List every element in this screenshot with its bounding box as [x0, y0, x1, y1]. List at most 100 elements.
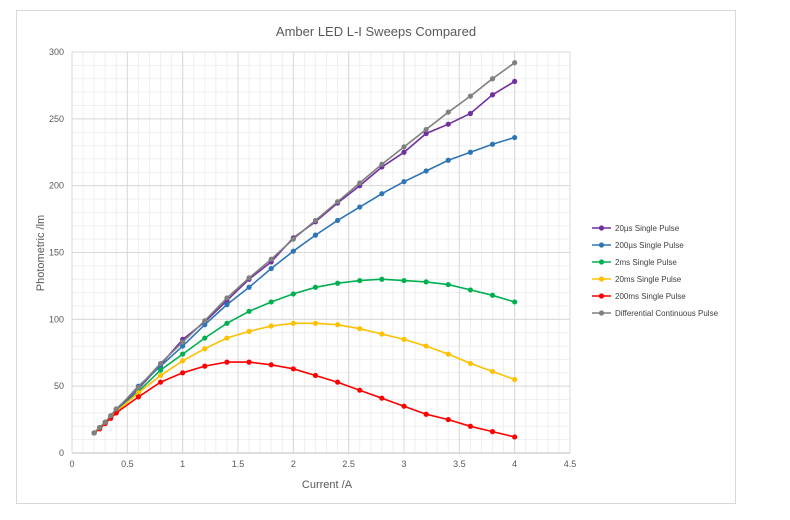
data-point [102, 419, 108, 425]
x-tick-label: 2 [291, 459, 296, 469]
data-point [224, 295, 230, 301]
data-point [335, 199, 341, 205]
data-point [357, 326, 363, 332]
data-point [268, 299, 274, 305]
x-tick-label: 0.5 [121, 459, 134, 469]
data-point [401, 179, 407, 185]
data-point [445, 109, 451, 115]
data-point [489, 141, 496, 147]
data-point [157, 360, 164, 367]
x-tick-label: 3.5 [453, 459, 466, 469]
legend-label: 200ms Single Pulse [615, 292, 686, 301]
data-point [97, 425, 103, 431]
data-point [467, 360, 473, 367]
data-point [489, 76, 496, 82]
legend-label: 200µs Single Pulse [615, 241, 684, 250]
series-6 [91, 60, 518, 436]
data-point [268, 323, 274, 329]
data-point [357, 387, 363, 393]
data-point [268, 265, 274, 272]
y-tick-label: 300 [49, 47, 64, 57]
data-point [312, 217, 319, 224]
data-point [512, 376, 518, 383]
data-point [290, 366, 296, 372]
data-point [512, 78, 518, 85]
data-point [467, 149, 473, 155]
data-point [512, 299, 518, 305]
data-point [423, 279, 429, 285]
data-point [135, 394, 141, 400]
x-tick-label: 4.5 [564, 459, 577, 469]
data-point [246, 275, 252, 281]
data-point [401, 336, 407, 342]
major-grid [71, 51, 571, 454]
data-point [312, 284, 319, 290]
data-point [423, 126, 429, 133]
data-point [290, 320, 296, 326]
data-point [312, 372, 319, 379]
data-point [423, 130, 429, 137]
y-tick-label: 100 [49, 314, 64, 324]
legend-label: 20µs Single Pulse [615, 224, 680, 233]
line-chart: 0 0.5 1 1.5 2 2.5 3 3.5 4 4.5 0 50 100 150 200 250 300 A… [35, 24, 719, 491]
data-point [180, 339, 186, 345]
legend-label: 20ms Single Pulse [615, 275, 682, 284]
data-point [423, 411, 429, 417]
data-point [246, 359, 252, 365]
legend: 20µs Single Pulse 200µs Single Pulse 2ms S… [592, 224, 719, 318]
data-point [108, 412, 114, 419]
series-layer [91, 60, 518, 440]
data-point [224, 320, 230, 326]
legend-swatch-marker [598, 225, 605, 231]
data-point [290, 236, 296, 242]
y-tick-label: 150 [49, 248, 64, 258]
data-point [512, 60, 518, 66]
data-point [335, 280, 341, 286]
data-point [290, 248, 296, 254]
data-point [467, 93, 473, 99]
legend-item: 20µs Single Pulse [592, 224, 680, 233]
chart-title: Amber LED L-I Sweeps Compared [276, 24, 476, 39]
data-point [290, 291, 296, 297]
y-tick-label: 50 [54, 381, 64, 391]
data-point [202, 318, 208, 324]
x-axis-title: Current /A [302, 479, 353, 491]
data-point [489, 429, 496, 435]
data-point [180, 358, 186, 364]
data-point [467, 110, 473, 117]
x-tick-label: 1.5 [232, 459, 245, 469]
data-point [135, 390, 141, 396]
data-point [445, 416, 451, 423]
data-point [157, 367, 164, 373]
data-point [489, 292, 496, 298]
data-point [268, 256, 274, 262]
legend-label: Differential Continuous Pulse [615, 309, 719, 318]
data-point [423, 168, 429, 174]
data-point [379, 161, 385, 167]
data-point [246, 308, 252, 314]
data-point [445, 281, 451, 288]
legend-item: 200ms Single Pulse [592, 292, 686, 301]
tick-labels: 0 0.5 1 1.5 2 2.5 3 3.5 4 4.5 0 50 100 150 200 250 300 [49, 47, 576, 469]
data-point [445, 351, 451, 357]
legend-item: 200µs Single Pulse [592, 241, 684, 250]
data-point [113, 406, 119, 412]
data-point [268, 362, 274, 368]
legend-label: 2ms Single Pulse [615, 258, 677, 267]
data-point [357, 277, 363, 284]
y-tick-label: 0 [59, 448, 64, 458]
data-point [157, 372, 164, 379]
data-point [246, 284, 252, 290]
data-point [489, 92, 496, 98]
x-tick-label: 4 [512, 459, 517, 469]
legend-item: 2ms Single Pulse [592, 258, 677, 267]
data-point [467, 287, 473, 293]
data-point [401, 149, 407, 155]
x-tick-label: 0 [69, 459, 74, 469]
data-point [180, 343, 186, 349]
data-point [335, 217, 341, 224]
data-point [445, 157, 451, 163]
data-point [202, 363, 208, 369]
data-point [379, 395, 385, 401]
data-point [335, 379, 341, 385]
